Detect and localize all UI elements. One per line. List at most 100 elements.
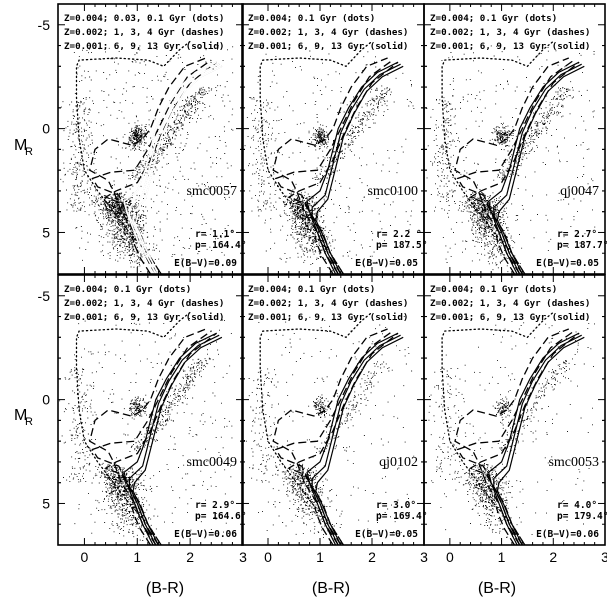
- reddening-value: E(B−V)=0.06: [174, 529, 237, 540]
- isochrones: [75, 40, 223, 274]
- reddening-value: E(B−V)=0.09: [174, 258, 237, 269]
- cmd-panel-qj0047: Z=0.004; 0.1 Gyr (dots) Z=0.002; 1, 3, 4 …: [423, 3, 607, 275]
- panel-frame: [57, 3, 244, 275]
- isochrone-solid-2: [496, 65, 585, 274]
- cmd-panel-smc0057: -5 0 5 Z=0.004; 0.03, 0.1 Gyr (dots) Z=0.002…: [38, 3, 246, 275]
- legend-line-3: Z=0.001; 6, 9, 13 Gyr (solid): [64, 41, 224, 52]
- panel-legend: Z=0.004; 0.1 Gyr (dots) Z=0.002; 1, 3, 4 …: [430, 13, 590, 52]
- field-name: qj0102: [379, 455, 418, 470]
- panel-legend: Z=0.004; 0.1 Gyr (dots) Z=0.002; 1, 3, 4 …: [430, 284, 590, 323]
- position-angle-value: p= 187.5°: [376, 240, 427, 251]
- legend-line-2: Z=0.002; 1, 3, 4 Gyr (dashes): [64, 298, 224, 309]
- isochrone-tail: [131, 507, 152, 545]
- star-points: [59, 316, 233, 545]
- isochrones: [259, 311, 404, 545]
- field-name: qj0047: [560, 184, 599, 199]
- isochrone-solid-2: [496, 336, 585, 545]
- isochrone-solid-0: [487, 332, 580, 545]
- isochrone-solid-1: [128, 334, 220, 545]
- x-tick-label: 1: [498, 549, 506, 565]
- isochrone-solid-0: [123, 332, 217, 545]
- panel-legend: Z=0.004; 0.03, 0.1 Gyr (dots) Z=0.002; 1,…: [64, 13, 224, 52]
- field-name: smc0057: [186, 184, 237, 199]
- position-angle-value: p= 187.7°: [557, 240, 607, 251]
- x-tick-label: 0: [81, 549, 89, 565]
- y-axis-label-bottom: M R: [14, 407, 33, 428]
- isochrones: [441, 311, 585, 545]
- reddening-value: E(B−V)=0.06: [536, 529, 599, 540]
- isochrone-solid-1: [311, 334, 401, 545]
- x-tick-label: 2: [549, 549, 557, 565]
- y-tick-label: 5: [42, 495, 50, 511]
- isochrone-dash-0: [454, 328, 570, 545]
- reddening-value: E(B−V)=0.05: [355, 258, 418, 269]
- x-tick-label: 0: [446, 549, 454, 565]
- isochrone-solid-0: [306, 61, 399, 274]
- legend-line-2: Z=0.002; 1, 3, 4 Gyr (dashes): [430, 298, 590, 309]
- radius-value: r= 2.2 °: [376, 229, 422, 240]
- x-tick-label: 1: [316, 549, 324, 565]
- isochrone-dash-0: [272, 57, 388, 274]
- legend-line-3: Z=0.001; 6, 9, 13 Gyr (solid): [248, 41, 408, 52]
- isochrone-tail: [495, 507, 516, 545]
- isochrone-solid-1: [493, 63, 582, 274]
- y-tick-label: 0: [42, 121, 50, 137]
- isochrone-dash-2: [104, 61, 218, 274]
- isochrone-dash-2: [469, 332, 580, 545]
- field-name: smc0049: [186, 455, 237, 470]
- reddening-value: E(B−V)=0.05: [536, 258, 599, 269]
- isochrone-dots-0.1gyr: [259, 311, 373, 545]
- legend-line-3: Z=0.001; 6, 9, 13 Gyr (solid): [430, 41, 590, 52]
- legend-line-3: Z=0.001; 6, 9, 13 Gyr (solid): [64, 312, 224, 323]
- cmd-panel-qj0102: 0 1 2 3 Z=0.004; 0.1 Gyr (dots) Z=0.002; 1, 3…: [241, 274, 428, 565]
- position-angle-value: p= 179.4°: [557, 511, 607, 522]
- x-tick-label: 3: [601, 549, 607, 565]
- isochrone-solid-2: [315, 336, 404, 545]
- legend-line-1: Z=0.004; 0.03, 0.1 Gyr (dots): [64, 13, 224, 24]
- y-axis-label-sub: R: [25, 416, 33, 428]
- x-tick-label: 1: [133, 549, 141, 565]
- x-axis-label-col3: (B-R): [478, 580, 516, 597]
- y-axis-label-main: M: [14, 407, 27, 424]
- isochrone-overlay-0: [123, 61, 217, 274]
- legend-line-2: Z=0.002; 1, 3, 4 Gyr (dashes): [64, 27, 224, 38]
- isochrone-tail: [495, 236, 516, 274]
- panel-legend: Z=0.004; 0.1 Gyr (dots) Z=0.002; 1, 3, 4 …: [248, 13, 408, 52]
- y-tick-label: 0: [42, 392, 50, 408]
- position-angle-value: p= 169.4°: [376, 511, 427, 522]
- reddening-value: E(B−V)=0.05: [355, 529, 418, 540]
- y-tick-label: 5: [42, 224, 50, 240]
- cmd-panel-smc0049: 0 1 2 3 -5 0 5 Z=0.004; 0.1 Gyr (dots) Z=0.002; …: [38, 274, 247, 565]
- legend-line-1: Z=0.004; 0.1 Gyr (dots): [430, 284, 557, 295]
- star-scatter: [60, 45, 234, 272]
- isochrone-dash-2: [287, 61, 399, 274]
- legend-line-1: Z=0.004; 0.1 Gyr (dots): [430, 13, 557, 24]
- isochrone-solid-0: [306, 332, 399, 545]
- legend-line-2: Z=0.002; 1, 3, 4 Gyr (dashes): [248, 298, 408, 309]
- radius-value: r= 4.0°: [557, 500, 597, 511]
- isochrone-overlay-2: [132, 65, 223, 274]
- isochrone-solid-2: [315, 65, 404, 274]
- x-tick-label: 3: [420, 549, 428, 565]
- panel-legend: Z=0.004; 0.1 Gyr (dots) Z=0.002; 1, 3, 4 …: [64, 284, 224, 323]
- star-points: [424, 317, 595, 538]
- isochrone-tail: [314, 236, 334, 274]
- isochrone-dash-0: [454, 57, 570, 274]
- field-name: smc0100: [367, 184, 418, 199]
- isochrone-dots-0.1gyr: [259, 40, 373, 274]
- x-axis-label-col2: (B-R): [312, 580, 350, 597]
- y-tick-label: -5: [38, 17, 51, 33]
- star-points: [60, 45, 234, 272]
- isochrones: [259, 40, 404, 274]
- y-axis-label-main: M: [14, 137, 27, 154]
- isochrone-dots-0.1gyr: [75, 40, 191, 274]
- isochrone-dash-2: [104, 332, 218, 545]
- isochrone-solid-2: [132, 336, 223, 545]
- legend-line-3: Z=0.001; 6, 9, 13 Gyr (solid): [248, 312, 408, 323]
- y-axis-label-top: M R: [14, 137, 33, 158]
- x-tick-label: 2: [186, 549, 194, 565]
- panels: -5 0 5 Z=0.004; 0.03, 0.1 Gyr (dots) Z=0.002…: [38, 3, 607, 565]
- radius-value: r= 2.7°: [557, 229, 597, 240]
- isochrone-solid-1: [493, 334, 582, 545]
